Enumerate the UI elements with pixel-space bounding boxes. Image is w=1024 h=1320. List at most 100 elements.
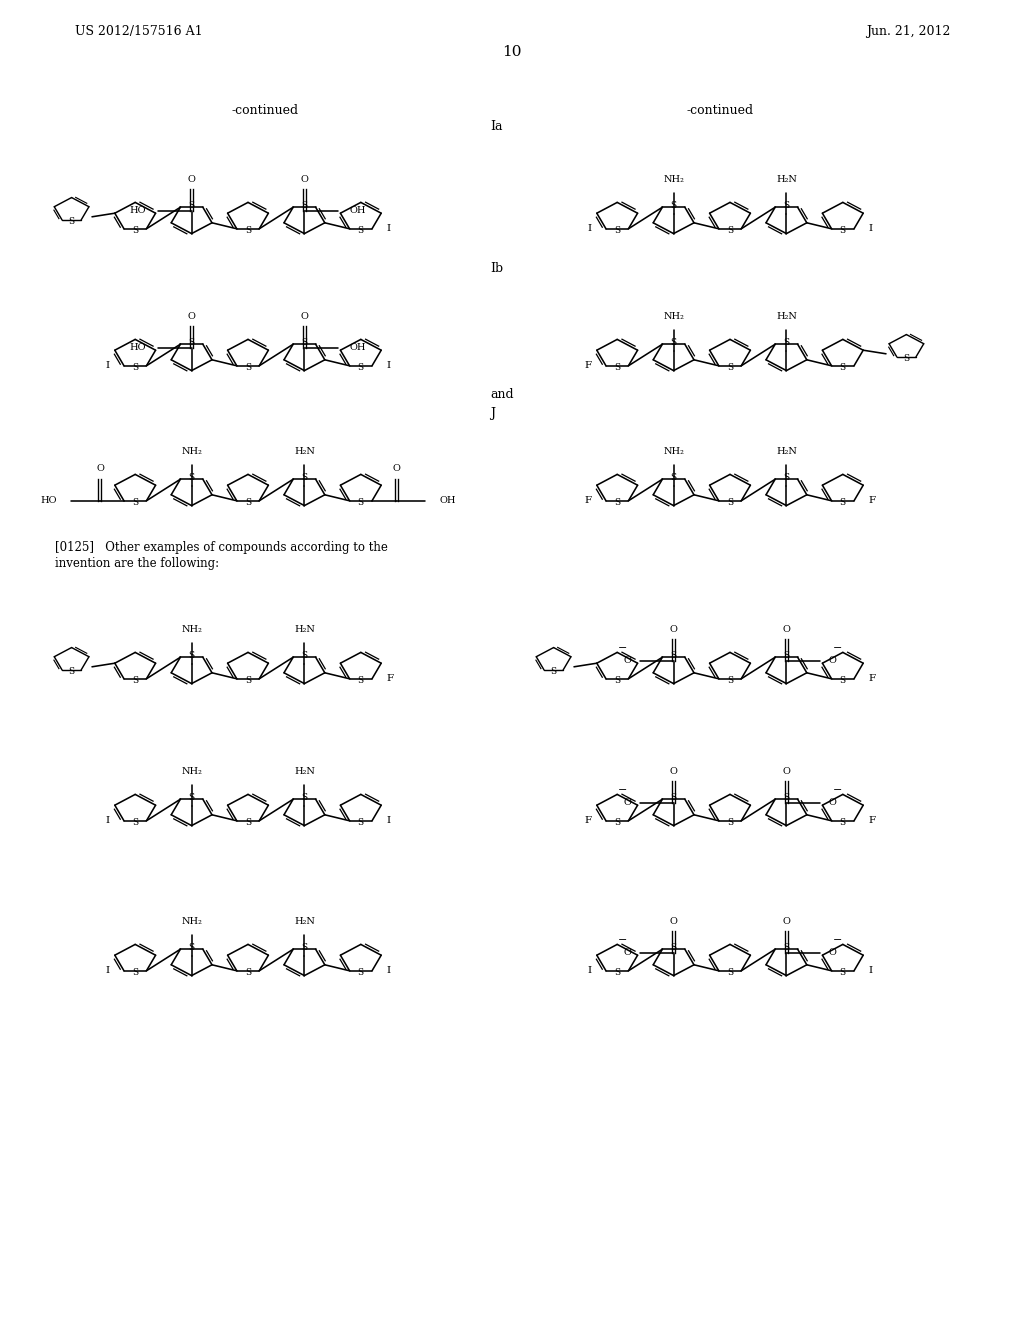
- Text: O: O: [624, 656, 632, 665]
- Text: −: −: [618, 643, 628, 652]
- Text: S: S: [301, 651, 307, 660]
- Text: NH₂: NH₂: [664, 312, 684, 321]
- Text: S: S: [551, 668, 557, 676]
- Text: I: I: [386, 816, 390, 825]
- Text: F: F: [585, 362, 592, 371]
- Text: S: S: [301, 338, 307, 347]
- Text: S: S: [671, 793, 677, 801]
- Text: S: S: [301, 942, 307, 952]
- Text: I: I: [386, 966, 390, 975]
- Text: 10: 10: [502, 45, 522, 59]
- Text: HO: HO: [129, 343, 146, 352]
- Text: S: S: [188, 793, 195, 801]
- Text: OH: OH: [350, 343, 367, 352]
- Text: S: S: [69, 218, 75, 227]
- Text: S: S: [132, 818, 138, 828]
- Text: S: S: [727, 969, 733, 977]
- Text: F: F: [868, 675, 876, 684]
- Text: I: I: [105, 362, 110, 371]
- Text: I: I: [386, 224, 390, 234]
- Text: F: F: [386, 675, 393, 684]
- Text: S: S: [727, 818, 733, 828]
- Text: S: S: [301, 473, 307, 482]
- Text: S: S: [840, 498, 846, 507]
- Text: S: S: [840, 226, 846, 235]
- Text: O: O: [624, 799, 632, 808]
- Text: S: S: [132, 676, 138, 685]
- Text: O: O: [828, 948, 837, 957]
- Text: S: S: [783, 338, 790, 347]
- Text: US 2012/157516 A1: US 2012/157516 A1: [75, 25, 203, 38]
- Text: S: S: [188, 942, 195, 952]
- Text: S: S: [671, 651, 677, 660]
- Text: O: O: [96, 463, 103, 473]
- Text: NH₂: NH₂: [664, 447, 684, 457]
- Text: S: S: [69, 668, 75, 676]
- Text: S: S: [245, 498, 251, 507]
- Text: I: I: [868, 224, 872, 234]
- Text: Ia: Ia: [490, 120, 503, 133]
- Text: S: S: [188, 338, 195, 347]
- Text: O: O: [670, 767, 678, 776]
- Text: HO: HO: [40, 496, 56, 506]
- Text: NH₂: NH₂: [181, 917, 202, 927]
- Text: S: S: [132, 498, 138, 507]
- Text: S: S: [357, 969, 364, 977]
- Text: O: O: [392, 463, 400, 473]
- Text: S: S: [301, 201, 307, 210]
- Text: -continued: -continued: [686, 103, 754, 116]
- Text: O: O: [782, 767, 791, 776]
- Text: S: S: [783, 651, 790, 660]
- Text: S: S: [783, 201, 790, 210]
- Text: I: I: [588, 224, 592, 234]
- Text: H₂N: H₂N: [294, 447, 314, 457]
- Text: O: O: [624, 948, 632, 957]
- Text: S: S: [840, 969, 846, 977]
- Text: S: S: [357, 818, 364, 828]
- Text: [0125]   Other examples of compounds according to the: [0125] Other examples of compounds accor…: [55, 541, 388, 554]
- Text: O: O: [300, 176, 308, 183]
- Text: S: S: [245, 363, 251, 372]
- Text: NH₂: NH₂: [664, 176, 684, 183]
- Text: S: S: [614, 676, 621, 685]
- Text: O: O: [782, 626, 791, 634]
- Text: I: I: [386, 362, 390, 371]
- Text: I: I: [105, 816, 110, 825]
- Text: S: S: [903, 355, 909, 363]
- Text: O: O: [187, 312, 196, 321]
- Text: S: S: [245, 818, 251, 828]
- Text: −: −: [618, 935, 628, 945]
- Text: H₂N: H₂N: [776, 176, 797, 183]
- Text: S: S: [188, 201, 195, 210]
- Text: S: S: [614, 498, 621, 507]
- Text: -continued: -continued: [231, 103, 299, 116]
- Text: J: J: [490, 407, 495, 420]
- Text: S: S: [614, 818, 621, 828]
- Text: S: S: [301, 793, 307, 801]
- Text: I: I: [588, 966, 592, 975]
- Text: H₂N: H₂N: [294, 917, 314, 927]
- Text: H₂N: H₂N: [294, 767, 314, 776]
- Text: O: O: [828, 799, 837, 808]
- Text: S: S: [671, 942, 677, 952]
- Text: S: S: [840, 818, 846, 828]
- Text: S: S: [132, 363, 138, 372]
- Text: invention are the following:: invention are the following:: [55, 557, 219, 569]
- Text: S: S: [357, 363, 364, 372]
- Text: O: O: [670, 626, 678, 634]
- Text: S: S: [671, 338, 677, 347]
- Text: S: S: [614, 363, 621, 372]
- Text: S: S: [188, 473, 195, 482]
- Text: O: O: [670, 917, 678, 927]
- Text: NH₂: NH₂: [181, 767, 202, 776]
- Text: H₂N: H₂N: [294, 626, 314, 634]
- Text: S: S: [783, 793, 790, 801]
- Text: S: S: [840, 676, 846, 685]
- Text: O: O: [187, 176, 196, 183]
- Text: O: O: [782, 917, 791, 927]
- Text: OH: OH: [439, 496, 456, 506]
- Text: S: S: [727, 226, 733, 235]
- Text: S: S: [727, 498, 733, 507]
- Text: S: S: [671, 473, 677, 482]
- Text: S: S: [132, 969, 138, 977]
